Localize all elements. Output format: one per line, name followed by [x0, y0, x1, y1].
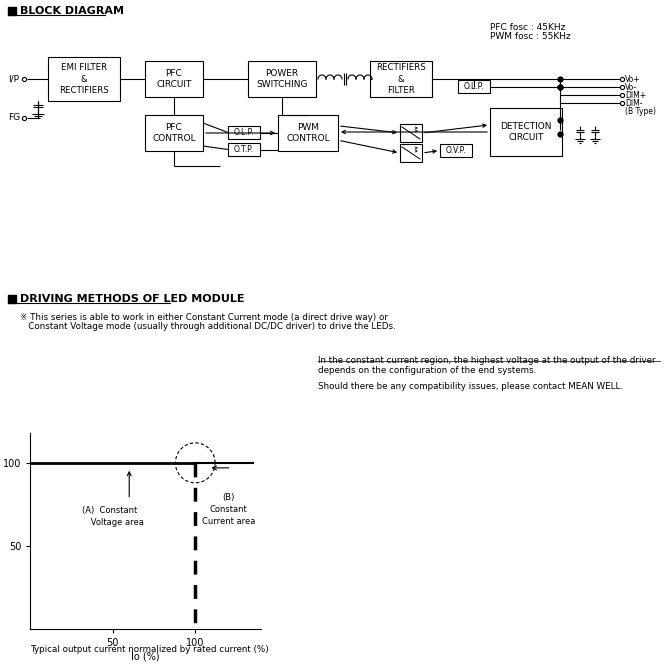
Text: DRIVING METHODS OF LED MODULE: DRIVING METHODS OF LED MODULE	[20, 294, 245, 304]
Text: Typical output current normalized by rated current (%): Typical output current normalized by rat…	[30, 645, 269, 654]
Text: DETECTION
CIRCUIT: DETECTION CIRCUIT	[500, 122, 552, 142]
Bar	[440, 144, 472, 157]
Text: In the constant current region, the highest voltage at the output of the driver: In the constant current region, the high…	[318, 356, 656, 365]
Text: O.V.P.: O.V.P.	[446, 146, 466, 155]
Text: PFC fosc : 45KHz: PFC fosc : 45KHz	[490, 23, 565, 32]
Text: O.L.P.: O.L.P.	[234, 128, 254, 137]
Bar	[8, 295, 16, 303]
Text: PFC
CONTROL: PFC CONTROL	[152, 123, 196, 143]
Bar	[278, 115, 338, 151]
Text: DIM+: DIM+	[625, 91, 646, 99]
Bar	[248, 61, 316, 97]
Bar	[8, 7, 16, 15]
Bar	[370, 61, 432, 97]
Bar	[228, 143, 260, 156]
X-axis label: Io (%): Io (%)	[131, 651, 160, 661]
Text: Should there be any compatibility issues, please contact MEAN WELL.: Should there be any compatibility issues…	[318, 382, 623, 391]
Bar	[145, 61, 203, 97]
Bar	[490, 108, 562, 156]
Text: BLOCK DIAGRAM: BLOCK DIAGRAM	[20, 6, 124, 16]
Bar	[48, 57, 120, 101]
Text: PFC
CIRCUIT: PFC CIRCUIT	[156, 69, 192, 89]
Text: EMI FILTER
&
RECTIFIERS: EMI FILTER & RECTIFIERS	[59, 63, 109, 95]
Text: PWM
CONTROL: PWM CONTROL	[286, 123, 330, 143]
Bar	[145, 115, 203, 151]
Bar	[400, 144, 422, 162]
Text: Vo+: Vo+	[625, 75, 641, 83]
Bar	[228, 126, 260, 139]
Text: PWM fosc : 55KHz: PWM fosc : 55KHz	[490, 32, 571, 41]
Text: (B Type): (B Type)	[625, 107, 656, 115]
Text: RECTIFIERS
&
FILTER: RECTIFIERS & FILTER	[376, 63, 426, 95]
Bar	[400, 124, 422, 142]
Text: ※ This series is able to work in either Constant Current mode (a direct drive wa: ※ This series is able to work in either …	[20, 313, 388, 322]
Text: O.T.P.: O.T.P.	[234, 145, 254, 154]
Text: (A)  Constant
      Voltage area: (A) Constant Voltage area	[75, 505, 144, 527]
Text: (B)
Constant
Current area: (B) Constant Current area	[202, 494, 255, 525]
Text: POWER
SWITCHING: POWER SWITCHING	[256, 69, 308, 89]
Text: FG: FG	[8, 113, 20, 123]
Text: depends on the configuration of the end systems.: depends on the configuration of the end …	[318, 366, 536, 375]
Text: DIM-: DIM-	[625, 99, 643, 107]
Text: Vo-: Vo-	[625, 83, 637, 91]
Text: O.L.P.: O.L.P.	[464, 82, 484, 91]
Text: Constant Voltage mode (usually through additional DC/DC driver) to drive the LED: Constant Voltage mode (usually through a…	[20, 322, 396, 331]
Bar	[458, 80, 490, 93]
Text: I/P: I/P	[8, 75, 19, 83]
